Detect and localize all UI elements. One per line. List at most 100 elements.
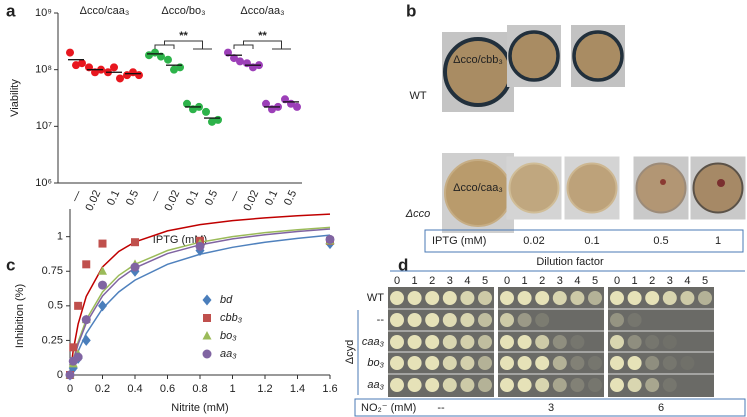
spot [478,291,492,305]
x-tick-label: 0.2 [95,383,110,395]
spot [610,313,624,327]
legend-marker [202,331,212,340]
dilution-label: 3 [447,275,453,287]
fit-curve [69,234,331,376]
x-tick-label: 0.02 [241,188,261,212]
x-tick-label: — [148,188,164,203]
spot [478,356,492,370]
strain-label: Δcco/cbb₃ [453,54,503,66]
y-tick-label: 10⁹ [35,7,52,19]
spot [680,291,695,305]
colony-spot [660,179,666,185]
spot [517,356,532,370]
significance-bracket [154,40,212,50]
spot [517,313,532,327]
data-point [176,63,184,72]
spot [627,356,642,370]
spot [390,378,404,392]
legend-marker [202,294,212,306]
spot [610,291,624,305]
no2-value: -- [437,402,445,414]
spot [407,313,422,327]
data-point [230,54,238,63]
colony [508,30,560,82]
spot [610,356,624,370]
data-point [214,115,222,124]
dilution-label: 2 [539,275,545,287]
significance-label: ** [258,30,267,42]
data-point [130,262,140,272]
y-axis-label: Viability [9,79,21,117]
x-tick-label: 1.6 [322,383,337,395]
strain-label: -- [377,314,385,326]
spot [442,313,457,327]
spot [535,291,550,305]
no2-box [354,398,746,417]
data-point [98,280,107,290]
spot [425,313,440,327]
strain-label: caa₃ [362,336,385,348]
panel-label: a [6,1,16,20]
spot [610,378,624,392]
panel-label: b [406,1,416,20]
spot [407,378,422,392]
iptg-value: 0.02 [523,235,544,247]
data-point [236,57,244,66]
spot [535,335,550,349]
dilution-label: 0 [394,275,400,287]
data-point [98,266,107,275]
iptg-value: 1 [715,235,721,247]
spot [570,378,585,392]
data-point [110,63,118,72]
spot [407,335,422,349]
spot [390,313,404,327]
strain-label: WT [367,292,384,304]
x-tick-label: 0.1 [184,188,201,207]
x-tick-label: 0.5 [124,188,141,207]
row-label: Δcco [405,208,431,220]
x-tick-label: 0.02 [162,188,182,212]
x-tick-label: 1 [229,383,235,395]
spot [552,378,567,392]
spot [645,356,660,370]
data-point [293,102,301,111]
colony-spot [717,179,725,187]
significance-bracket [233,40,291,50]
x-tick-label: 0.6 [160,383,175,395]
colony [572,30,624,82]
spot [680,356,695,370]
spot [460,378,475,392]
strain-label: bo₃ [367,357,384,369]
legend-label: aa₃ [220,348,237,360]
data-point [81,315,91,325]
colony [635,162,687,214]
group-title: Δcco/bo₃ [161,5,205,17]
iptg-label: IPTG (mM) [432,235,486,247]
y-tick-label: 10⁷ [36,120,52,132]
data-point [157,52,165,61]
data-point [195,241,205,251]
dilution-label: 5 [702,275,708,287]
legend-label: bo₃ [220,330,237,342]
spot [570,335,585,349]
dilution-label: 1 [412,275,418,287]
spot [535,356,550,370]
spot [390,291,404,305]
data-point [81,334,91,346]
data-point [69,343,78,352]
no2-value: 3 [548,402,554,414]
dilution-label: 2 [649,275,655,287]
x-tick-label: 1.2 [257,383,272,395]
spot [662,378,677,392]
spot [460,313,475,327]
spot [442,378,457,392]
spot [407,291,422,305]
y-axis-label: Inhibition (%) [14,284,26,348]
y-tick-label: 10⁶ [35,177,52,189]
legend-label: bd [220,294,233,306]
no2-value: 6 [658,402,664,414]
spot [627,313,642,327]
spot [442,335,457,349]
data-point [145,51,153,60]
